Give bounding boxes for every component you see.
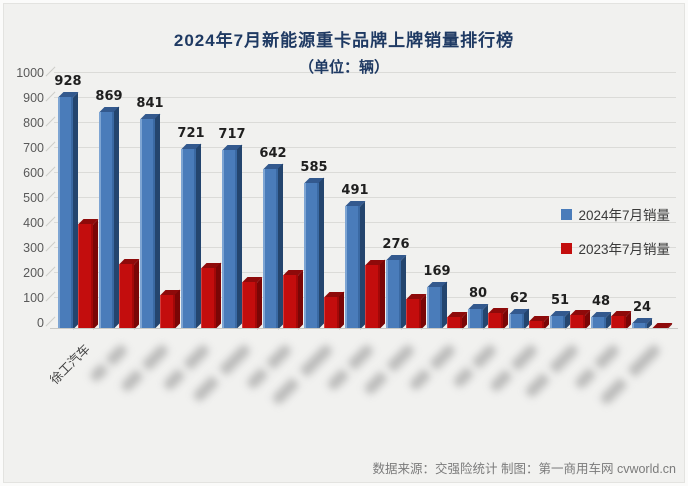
x-axis-baseline <box>50 328 678 329</box>
axis-depth-tick <box>45 316 56 327</box>
data-source-credit: 数据来源：交强险统计 制图：第一商用车网 cvworld.cn <box>372 462 677 476</box>
bar-2023 <box>570 315 585 329</box>
y-tick-label: 900 <box>23 91 44 105</box>
bar-group: 869 <box>88 89 139 384</box>
bar-value-label: 491 <box>341 183 369 199</box>
bar-group: 717 <box>191 127 262 404</box>
bar-2024 <box>550 316 565 329</box>
bar-group: 841 <box>119 96 180 394</box>
bar-2024 <box>632 323 647 329</box>
x-category-label-blurred <box>119 343 170 394</box>
bar-group: 491 <box>325 183 385 392</box>
legend: 2024年7月销量 2023年7月销量 <box>561 204 670 258</box>
bar-2023 <box>406 299 421 329</box>
legend-label-2023: 2023年7月销量 <box>578 242 670 257</box>
bar-2024 <box>99 111 114 329</box>
bar-value-label: 721 <box>177 125 205 141</box>
bar-group: 642 <box>245 146 303 391</box>
bar-value-label: 62 <box>509 290 529 306</box>
bar-2023 <box>447 317 462 329</box>
bar-value-label: 48 <box>591 294 611 309</box>
plot-area: 928 徐工汽车 869 841 721 717 642 585 491 276 169 80 62 51… <box>45 66 678 406</box>
legend-swatch-2023 <box>561 242 573 254</box>
bar-2024 <box>263 168 278 329</box>
x-category-label: 徐工汽车 <box>47 341 93 388</box>
x-category-label-blurred <box>88 343 129 384</box>
bar-2024 <box>222 149 237 329</box>
y-tick-label: 200 <box>23 266 44 280</box>
bar-2024 <box>591 317 606 329</box>
bar-2024 <box>181 148 196 329</box>
gridline <box>54 72 676 73</box>
bar-2023 <box>488 313 503 329</box>
bars-layer: 928 徐工汽车 869 841 721 717 642 585 491 276 169 80 62 51… <box>47 73 672 406</box>
bar-value-label: 841 <box>136 95 164 111</box>
legend-swatch-2024 <box>561 208 573 220</box>
bar-group: 80 <box>451 286 508 389</box>
bar-group: 928 徐工汽车 <box>47 74 98 387</box>
bar-group: 48 <box>573 294 631 391</box>
sales-ranking-chart: 2024年7月新能源重卡品牌上牌销量排行榜 （单位：辆） 0 100 200 300 4… <box>3 3 685 483</box>
gridline <box>54 97 676 98</box>
bar-group: 51 <box>523 293 590 399</box>
bar-2024 <box>427 286 442 329</box>
y-tick-label: 800 <box>23 116 44 130</box>
bar-group: 721 <box>161 126 221 392</box>
legend-item-2024: 2024年7月销量 <box>561 204 670 224</box>
y-axis: 0 100 200 300 400 500 600 700 800 900 1000 <box>4 66 46 330</box>
legend-item-2023: 2023年7月销量 <box>561 238 670 258</box>
bar-value-label: 585 <box>300 159 328 175</box>
gridline <box>54 122 676 123</box>
x-category-label-blurred <box>407 343 457 392</box>
bar-2023 <box>365 264 380 329</box>
y-tick-label: 1000 <box>16 66 44 80</box>
bar-value-label: 869 <box>95 88 123 104</box>
bar-2024 <box>58 97 73 329</box>
bar-value-label: 51 <box>550 293 570 309</box>
bar-group: 62 <box>488 291 549 394</box>
bar-value-label: 276 <box>382 237 410 252</box>
bar-2024 <box>468 309 483 329</box>
y-tick-label: 500 <box>23 191 44 205</box>
chart-unit-subtitle: （单位：辆） <box>298 59 389 76</box>
bar-2023 <box>611 316 626 329</box>
bar-2023 <box>119 264 134 329</box>
bar-2023 <box>160 294 175 329</box>
bar-2023 <box>201 267 216 329</box>
bar-2024 <box>140 118 155 329</box>
chart-title-block: 2024年7月新能源重卡品牌上牌销量排行榜 （单位：辆） <box>4 26 684 77</box>
gridline <box>54 222 676 223</box>
bar-2024 <box>509 313 524 329</box>
y-tick-label: 600 <box>23 166 44 180</box>
bar-value-label: 169 <box>423 263 451 279</box>
bar-value-label: 928 <box>54 74 82 89</box>
bar-2024 <box>304 182 319 329</box>
bar-group: 169 <box>407 264 467 392</box>
gridline <box>54 247 676 248</box>
legend-label-2024: 2024年7月销量 <box>578 208 670 223</box>
gridline <box>54 197 676 198</box>
bar-2024 <box>386 260 401 329</box>
gridline <box>54 172 676 173</box>
bar-value-label: 24 <box>632 300 652 315</box>
chart-title: 2024年7月新能源重卡品牌上牌销量排行榜 <box>173 31 515 50</box>
bar-value-label: 717 <box>218 126 246 142</box>
y-tick-label: 0 <box>37 316 44 330</box>
y-tick-label: 400 <box>23 216 44 230</box>
bar-2023 <box>283 275 298 329</box>
bar-group: 585 <box>270 160 344 406</box>
bar-2023 <box>529 321 544 329</box>
bar-value-label: 642 <box>259 145 287 161</box>
bar-2023 <box>78 224 93 329</box>
y-tick-label: 700 <box>23 141 44 155</box>
y-tick-label: 100 <box>23 291 44 305</box>
bar-group: 276 <box>362 237 426 397</box>
gridline <box>54 147 676 148</box>
bar-value-label: 80 <box>468 286 488 301</box>
bar-2024 <box>345 206 360 329</box>
bar-2023 <box>242 282 257 329</box>
bar-2023 <box>324 296 339 329</box>
y-tick-label: 300 <box>23 241 44 255</box>
